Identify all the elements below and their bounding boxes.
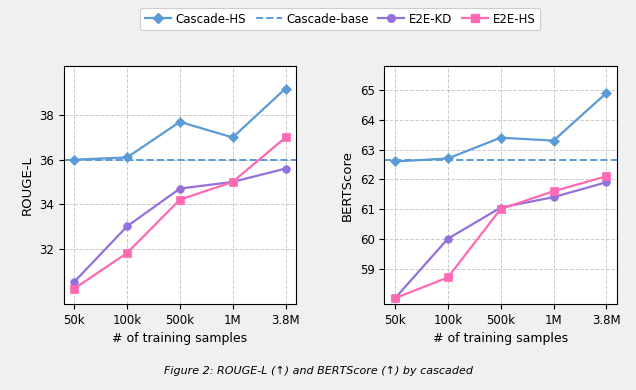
Legend: Cascade-HS, Cascade-base, E2E-KD, E2E-HS: Cascade-HS, Cascade-base, E2E-KD, E2E-HS	[141, 8, 540, 30]
X-axis label: # of training samples: # of training samples	[113, 333, 247, 346]
Y-axis label: BERTScore: BERTScore	[341, 150, 354, 221]
Text: Figure 2: ROUGE-L (↑) and BERTScore (↑) by cascaded: Figure 2: ROUGE-L (↑) and BERTScore (↑) …	[163, 366, 473, 376]
Y-axis label: ROUGE-L: ROUGE-L	[20, 155, 34, 215]
X-axis label: # of training samples: # of training samples	[433, 333, 568, 346]
